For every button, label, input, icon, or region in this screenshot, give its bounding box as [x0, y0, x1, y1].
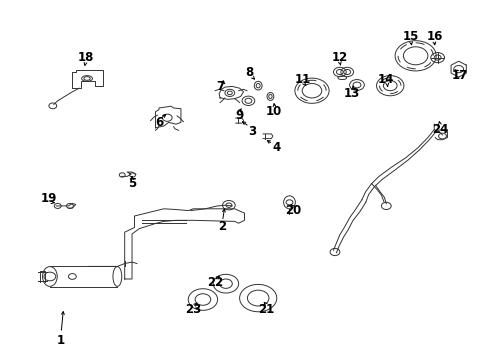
Text: 16: 16 — [426, 30, 443, 42]
Text: 14: 14 — [377, 73, 394, 86]
Text: 2: 2 — [218, 220, 226, 233]
Text: 23: 23 — [184, 303, 201, 316]
Text: 9: 9 — [235, 109, 243, 122]
Text: 8: 8 — [245, 66, 253, 78]
Text: 5: 5 — [128, 177, 136, 190]
Text: 1: 1 — [57, 334, 65, 347]
Text: 24: 24 — [431, 123, 447, 136]
Text: 15: 15 — [402, 30, 418, 42]
Text: 7: 7 — [216, 80, 224, 93]
Text: 3: 3 — [247, 125, 255, 138]
Text: 13: 13 — [343, 87, 360, 100]
Text: 20: 20 — [285, 204, 301, 217]
Text: 19: 19 — [41, 192, 57, 204]
Text: 21: 21 — [258, 303, 274, 316]
Text: 22: 22 — [206, 276, 223, 289]
Text: 6: 6 — [155, 116, 163, 129]
Text: 17: 17 — [450, 69, 467, 82]
Text: 4: 4 — [272, 141, 280, 154]
Text: 10: 10 — [265, 105, 282, 118]
Text: 12: 12 — [331, 51, 347, 64]
Text: 18: 18 — [77, 51, 94, 64]
Text: 11: 11 — [294, 73, 311, 86]
